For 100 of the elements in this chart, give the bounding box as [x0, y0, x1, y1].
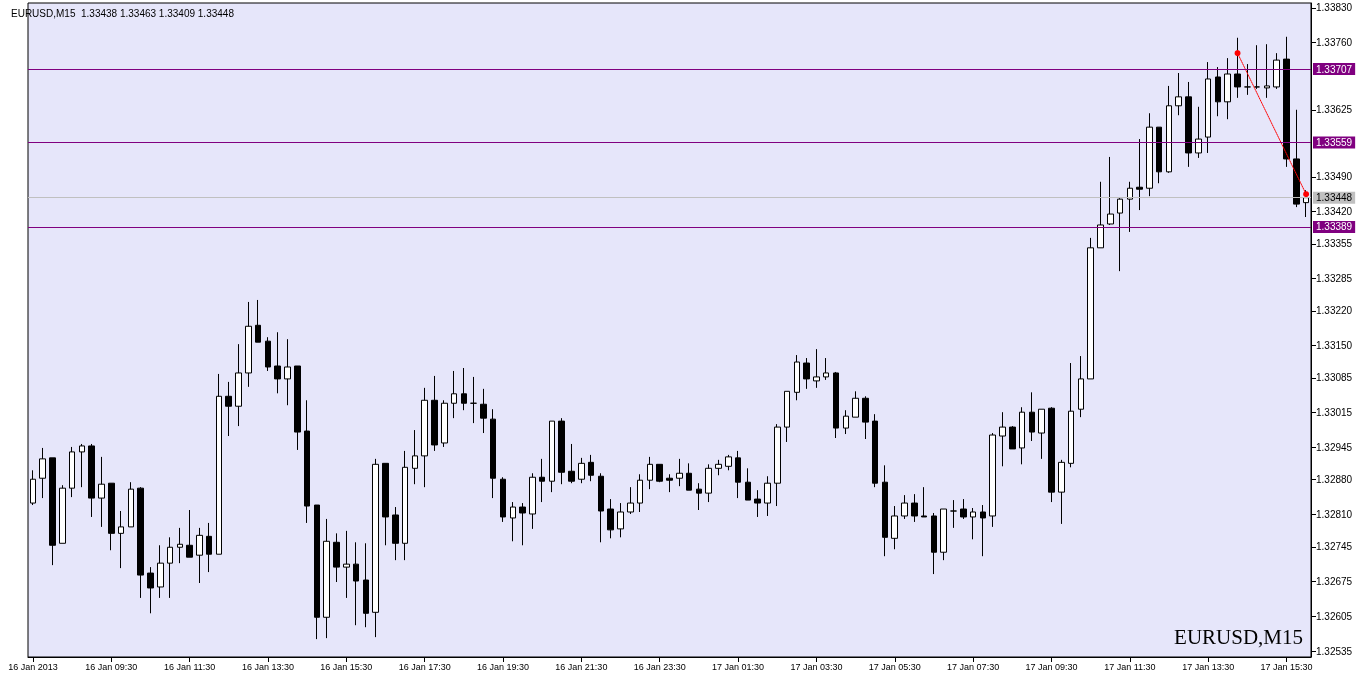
ref-line-label: 1.33559 [1316, 137, 1353, 149]
candlestick [891, 505, 898, 550]
candlestick [715, 459, 722, 476]
candlestick [519, 502, 526, 546]
candlestick [588, 454, 594, 482]
candlestick [431, 375, 438, 452]
x-tick-label: 17 Jan 01:30 [712, 661, 765, 672]
candlestick [1136, 138, 1143, 211]
candlestick [441, 399, 448, 448]
candlestick [833, 371, 839, 439]
y-tick-label: 1.32745 [1316, 541, 1353, 553]
candlestick [735, 450, 741, 499]
candlestick [372, 458, 379, 638]
candlestick [128, 481, 134, 528]
x-tick-label: 17 Jan 07:30 [947, 661, 1000, 672]
x-tick-label: 16 Jan 17:30 [398, 661, 451, 672]
candlestick [676, 458, 683, 487]
candlestick [539, 458, 545, 503]
candlestick [1019, 406, 1025, 465]
candlestick [1215, 66, 1221, 117]
candlestick [235, 343, 242, 427]
candlestick [960, 498, 967, 520]
candlestick [1068, 362, 1074, 468]
candlestick [1078, 355, 1084, 418]
candlestick [402, 450, 408, 561]
y-tick-label: 1.33625 [1316, 104, 1353, 116]
candlestick [774, 423, 781, 507]
candlestick [225, 381, 232, 437]
candlestick [852, 390, 859, 418]
candlestick [79, 443, 85, 488]
candlestick [323, 518, 330, 639]
x-tick-label: 16 Jan 15:30 [320, 661, 373, 672]
chart-title: EURUSD,M15 1.33438 1.33463 1.33409 1.33448 [11, 7, 235, 19]
candlestick [549, 420, 555, 493]
candlestick [314, 504, 320, 640]
candlestick [1087, 237, 1094, 380]
candlestick [882, 464, 888, 557]
candlestick [1009, 425, 1016, 450]
candlestick [637, 473, 643, 513]
y-tick-label: 1.32880 [1316, 474, 1353, 486]
x-tick-label: 17 Jan 11:30 [1104, 661, 1156, 672]
candlestick [970, 507, 976, 540]
candlestick [421, 387, 428, 488]
candlestick [656, 463, 663, 483]
candlestick [529, 472, 536, 530]
candlestick [108, 482, 115, 551]
candlestick [705, 463, 712, 503]
candlestick [1205, 61, 1211, 154]
candlestick [392, 506, 399, 561]
candlestick [940, 508, 947, 561]
candlestick [343, 530, 350, 599]
y-tick-label: 1.33490 [1316, 171, 1353, 183]
candlestick [500, 476, 506, 523]
candlestick [794, 354, 800, 401]
candlestick [1029, 391, 1035, 442]
y-tick-label: 1.33015 [1316, 407, 1353, 419]
candlestick [1224, 57, 1231, 120]
candlestick [167, 536, 173, 599]
candlestick [862, 395, 869, 440]
x-tick-label: 16 Jan 2013 [8, 661, 58, 672]
candlestick [284, 338, 291, 406]
y-tick-label: 1.32535 [1316, 645, 1353, 657]
candlestick [911, 493, 918, 523]
candlestick [363, 542, 369, 628]
candlestick [461, 367, 467, 411]
candlestick [989, 432, 996, 528]
candlestick [39, 447, 46, 499]
candlestick [216, 373, 222, 555]
candlestick [294, 365, 301, 451]
y-tick-label: 1.33830 [1316, 2, 1353, 14]
candlestick [1264, 43, 1270, 99]
x-tick-label: 16 Jan 11:30 [163, 661, 216, 672]
candlestick [921, 486, 927, 518]
candlestick [1107, 156, 1114, 226]
candlestick [382, 462, 389, 546]
candlestick [1195, 106, 1202, 159]
candlestick [245, 301, 252, 388]
candlestick [98, 456, 105, 528]
candlestick [627, 486, 634, 515]
candlestick [980, 504, 986, 557]
candlestick [255, 299, 261, 343]
candlestick [1097, 181, 1104, 249]
candlestick [872, 413, 878, 488]
candlestick [470, 376, 477, 424]
candlestick [725, 454, 732, 471]
ref-line-label: 1.33448 [1316, 192, 1353, 204]
y-tick-label: 1.33355 [1316, 238, 1353, 250]
x-tick-label: 17 Jan 13:30 [1182, 661, 1235, 672]
candlestick [265, 336, 271, 372]
x-tick-label: 17 Jan 05:30 [868, 661, 921, 672]
candlestick [754, 489, 761, 518]
candlestick [1254, 44, 1260, 90]
candlestick [1127, 181, 1133, 233]
ref-line-label: 1.33707 [1316, 63, 1353, 75]
candlestick [118, 510, 124, 569]
candlestick [1117, 197, 1123, 272]
candlestick [598, 472, 604, 543]
candlestick [784, 390, 790, 443]
candlestick [803, 357, 810, 390]
candlestick [1283, 36, 1290, 168]
